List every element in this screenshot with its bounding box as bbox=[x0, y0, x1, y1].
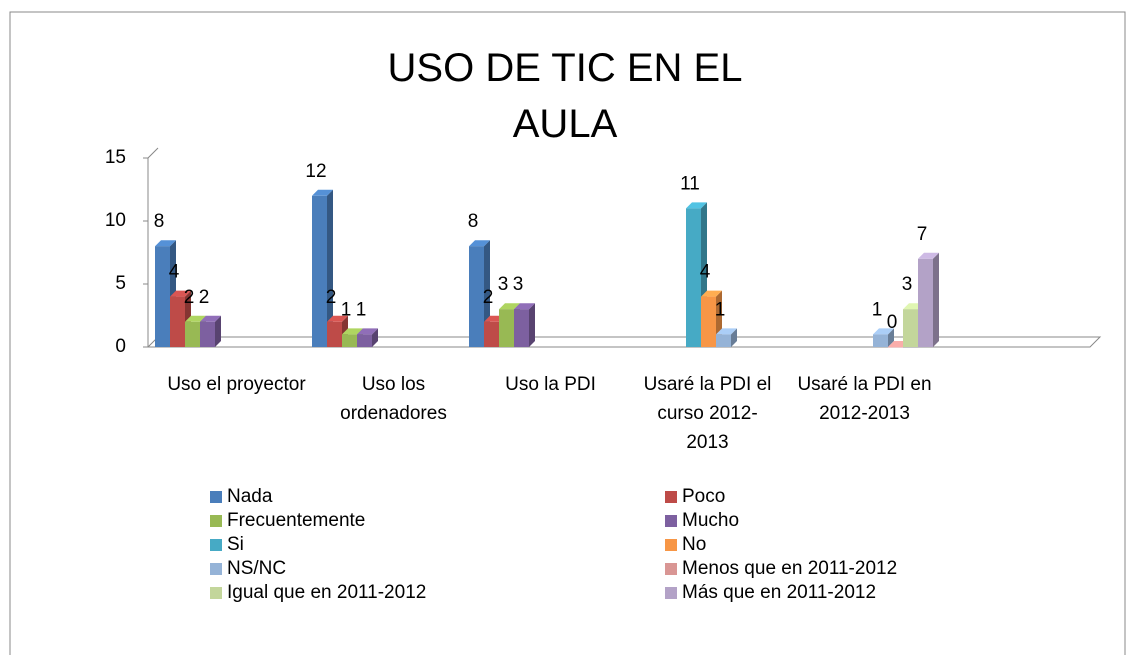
bar bbox=[701, 296, 716, 347]
bar-top bbox=[185, 315, 206, 322]
bar-top bbox=[701, 290, 722, 297]
data-label: 3 bbox=[902, 274, 913, 295]
bar-side bbox=[327, 189, 333, 347]
data-label: 1 bbox=[715, 299, 726, 320]
bar-top bbox=[873, 328, 894, 335]
legend-swatch bbox=[210, 491, 222, 503]
x-tick-label: Usaré la PDI el curso 2012-2013 bbox=[643, 374, 772, 453]
bar bbox=[514, 309, 529, 347]
data-label: 4 bbox=[169, 262, 180, 283]
x-tick-label: Uso el proyector bbox=[167, 374, 306, 395]
legend-swatch bbox=[210, 563, 222, 575]
bar-side bbox=[215, 315, 221, 347]
bar bbox=[357, 334, 372, 347]
bar bbox=[918, 258, 933, 347]
bar-side bbox=[372, 328, 378, 347]
legend-label: Si bbox=[227, 534, 244, 555]
bar bbox=[200, 321, 215, 347]
data-label: 3 bbox=[498, 274, 509, 295]
y-tick-label: 5 bbox=[115, 273, 126, 294]
legend-label: Más que en 2011-2012 bbox=[682, 582, 876, 603]
floor bbox=[146, 336, 1102, 348]
legend-swatch bbox=[665, 539, 677, 551]
bar-top bbox=[342, 328, 363, 335]
bar-top bbox=[312, 189, 333, 196]
bar-side bbox=[529, 303, 535, 347]
legend-label: Frecuentemente bbox=[227, 510, 365, 531]
legend-label: Mucho bbox=[682, 510, 739, 531]
bar-top bbox=[686, 202, 707, 209]
legend-label: NS/NC bbox=[227, 558, 286, 579]
chart-title: USO DE TIC EN EL AULA bbox=[387, 46, 743, 146]
data-label: 12 bbox=[305, 161, 326, 182]
data-label: 4 bbox=[700, 262, 711, 283]
bar-side bbox=[888, 328, 894, 347]
bar bbox=[342, 334, 357, 347]
legend-label: Nada bbox=[227, 486, 273, 507]
bar bbox=[327, 321, 342, 347]
data-label: 11 bbox=[680, 173, 700, 194]
data-label: 8 bbox=[468, 211, 479, 232]
x-tick-label: Uso los ordenadores bbox=[340, 374, 447, 424]
bar bbox=[185, 321, 200, 347]
y-tick-label: 0 bbox=[115, 336, 126, 357]
bar bbox=[888, 347, 903, 348]
bar bbox=[469, 246, 484, 347]
bar bbox=[170, 296, 185, 347]
bar-top bbox=[327, 315, 348, 322]
bar bbox=[499, 309, 514, 347]
bar bbox=[155, 246, 170, 347]
bar-top bbox=[716, 328, 737, 335]
bar-top bbox=[918, 252, 939, 259]
bar-top bbox=[469, 240, 490, 247]
legend-swatch bbox=[665, 515, 677, 527]
data-label: 2 bbox=[326, 287, 337, 308]
legend-swatch bbox=[210, 515, 222, 527]
legend-label: Menos que en 2011-2012 bbox=[682, 558, 897, 579]
data-label: 8 bbox=[154, 211, 165, 232]
bar-side bbox=[731, 328, 737, 347]
legend-swatch bbox=[665, 491, 677, 503]
bar bbox=[484, 321, 499, 347]
bar bbox=[312, 195, 327, 347]
bar bbox=[873, 334, 888, 347]
bar bbox=[716, 334, 731, 347]
legend-label: Igual que en 2011-2012 bbox=[227, 582, 426, 603]
legend-swatch bbox=[665, 563, 677, 575]
legend-label: No bbox=[682, 534, 706, 555]
x-tick-label: Uso la PDI bbox=[505, 374, 596, 395]
x-tick-label: Usaré la PDI en 2012-2013 bbox=[797, 374, 932, 424]
legend-label: Poco bbox=[682, 486, 725, 507]
data-label: 7 bbox=[917, 224, 928, 245]
legend-swatch bbox=[210, 587, 222, 599]
bar-top bbox=[170, 290, 191, 297]
legend-swatch bbox=[665, 587, 677, 599]
data-label: 2 bbox=[199, 287, 210, 308]
data-label: 3 bbox=[513, 274, 524, 295]
data-label: 1 bbox=[872, 299, 883, 320]
data-label: 0 bbox=[887, 312, 898, 333]
bar-top bbox=[357, 328, 378, 335]
legend-swatch bbox=[210, 539, 222, 551]
bar-top bbox=[200, 315, 221, 322]
bar-top bbox=[499, 303, 520, 310]
bar bbox=[686, 208, 701, 347]
y-tick-label: 10 bbox=[105, 210, 126, 231]
data-label: 1 bbox=[341, 299, 352, 320]
y-tick-label: 15 bbox=[105, 147, 126, 168]
bar bbox=[903, 309, 918, 347]
bar-top bbox=[155, 240, 176, 247]
data-label: 2 bbox=[184, 287, 195, 308]
bar-side bbox=[933, 252, 939, 347]
data-label: 1 bbox=[356, 299, 367, 320]
data-label: 2 bbox=[483, 287, 494, 308]
bar-top bbox=[514, 303, 535, 310]
chart-frame bbox=[9, 11, 1126, 655]
